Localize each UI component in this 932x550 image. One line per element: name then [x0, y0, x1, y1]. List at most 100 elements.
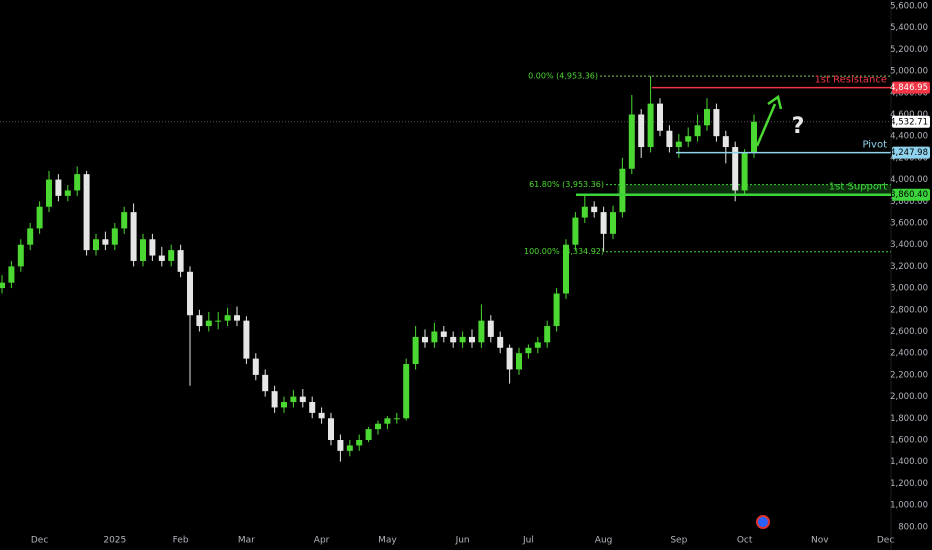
candle-body [8, 266, 15, 283]
candle-body [581, 206, 588, 218]
candle-body [252, 358, 259, 375]
candle-body [412, 336, 419, 365]
candle-body [102, 239, 109, 245]
level-name: 1st Support [829, 182, 887, 193]
candle-body [563, 244, 569, 294]
candle-body [36, 206, 43, 229]
candle-body [234, 315, 240, 321]
y-tick-label: 1,600.00 [890, 436, 928, 446]
candle-body [93, 239, 99, 251]
candle-body [469, 336, 475, 343]
y-tick-label: 1,400.00 [890, 457, 928, 467]
candle-body [158, 255, 165, 261]
candle-body [393, 418, 400, 420]
candle-body [309, 402, 316, 413]
y-tick-label: 5,200.00 [890, 45, 928, 55]
candle-body [55, 179, 62, 196]
x-tick-label: 2025 [103, 536, 126, 546]
candle-body [732, 147, 739, 191]
candle-body [215, 320, 222, 322]
y-tick-label: 2,400.00 [890, 349, 928, 359]
candle-body [375, 423, 381, 430]
event-flag [756, 515, 770, 529]
candle-body [328, 418, 334, 440]
candle-body [422, 336, 428, 343]
candle-body [224, 315, 231, 321]
candle-body [205, 320, 212, 327]
level-tag [892, 188, 930, 201]
candle-body [628, 114, 635, 169]
y-tick-label: 2,800.00 [890, 305, 928, 315]
candle-body [111, 228, 118, 245]
fib-label: 100.00% (3,334.92) [524, 247, 604, 256]
candle-body [262, 374, 269, 392]
y-tick-label: 3,800.00 [890, 197, 928, 207]
candle-body [704, 109, 710, 126]
x-tick-label: Feb [173, 536, 189, 546]
level-price: 4,846.95 [890, 83, 928, 93]
candle-body [281, 402, 287, 408]
candle-body [290, 396, 297, 403]
candle-body [741, 152, 748, 191]
candle-body [365, 429, 372, 440]
x-tick-label: Dec [31, 536, 48, 546]
candle-body [337, 440, 344, 451]
y-tick-label: 3,000.00 [890, 284, 928, 294]
candle-body [647, 103, 654, 148]
candle-body [149, 239, 156, 256]
y-tick-label: 2,200.00 [890, 370, 928, 380]
candle-body [722, 136, 729, 148]
candle-body [591, 206, 598, 213]
candle-body [544, 326, 551, 343]
y-tick-label: 5,600.00 [890, 1, 928, 11]
arrow-head [767, 94, 783, 110]
candle-body [478, 320, 485, 343]
level-name: Pivot [862, 140, 887, 151]
candle-body [299, 396, 306, 403]
y-tick-label: 4,600.00 [890, 110, 928, 120]
candle-body [46, 179, 52, 207]
y-tick-label: 1,200.00 [890, 479, 928, 489]
x-tick-label: Apr [314, 536, 330, 546]
candle-body [271, 391, 278, 408]
level-price: 3,860.40 [890, 190, 928, 200]
level-name: 1st Resistance [814, 75, 887, 86]
candle-body [403, 364, 410, 419]
question-mark: ? [792, 114, 805, 139]
candle-body [140, 239, 146, 261]
candle-body [83, 174, 90, 251]
candle-body [177, 250, 184, 272]
support-zone [617, 184, 891, 195]
candle-body [318, 412, 325, 419]
y-tick-label: 5,000.00 [890, 67, 928, 77]
candle-body [685, 136, 692, 142]
candle-body [506, 347, 513, 370]
y-tick-label: 3,600.00 [890, 218, 928, 228]
y-tick-label: 1,000.00 [890, 501, 928, 511]
candle-body [346, 445, 353, 451]
y-tick-label: 4,400.00 [890, 132, 928, 142]
candle-body [638, 114, 645, 148]
last-price-tag [892, 115, 930, 128]
candle-body [657, 103, 663, 131]
y-tick-label: 800.00 [898, 522, 928, 532]
x-tick-label: Aug [595, 536, 613, 546]
y-tick-label: 5,400.00 [890, 23, 928, 33]
guides [0, 75, 891, 253]
candle-body [384, 418, 391, 424]
y-tick-label: 2,600.00 [890, 327, 928, 337]
candle-body [610, 212, 616, 234]
candle-body [17, 244, 24, 267]
candle-body [0, 282, 5, 289]
fib-label: 61.80% (3,953.36) [529, 180, 604, 189]
x-tick-label: Oct [737, 536, 753, 546]
y-tick-label: 4,000.00 [890, 175, 928, 185]
overlays: 800.00 1,000.00 1,200.00 1,400.00 1,600.00 1,… [31, 1, 930, 546]
candle-body [356, 440, 363, 446]
candle-body [600, 212, 607, 234]
candle-body [516, 353, 522, 370]
candle-body [243, 320, 250, 359]
y-tick-label: 3,200.00 [890, 262, 928, 272]
candle-body [751, 121, 757, 153]
